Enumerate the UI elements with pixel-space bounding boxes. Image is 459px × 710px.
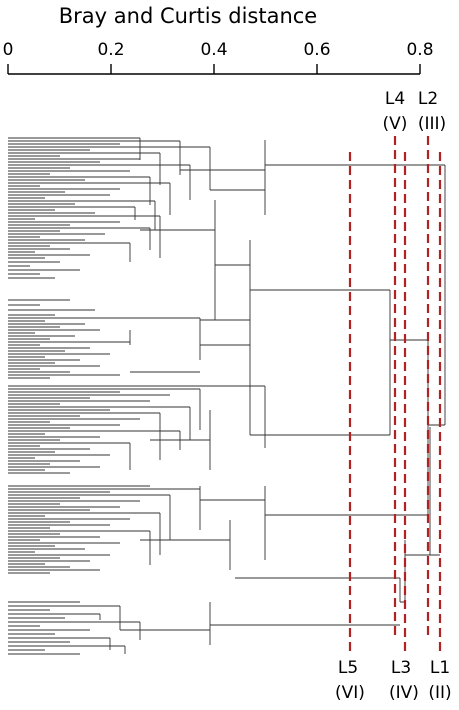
axis-ticks <box>7 64 421 74</box>
label-l2-name: L2 <box>418 89 438 109</box>
leaf-fan-2 <box>8 299 130 379</box>
label-l4-name: L4 <box>385 89 405 109</box>
leaf-fan-1 <box>8 137 210 279</box>
inner-merges-bottom <box>99 602 211 654</box>
tick-label-0.4: 0.4 <box>200 40 227 60</box>
label-l3-class: (IV) <box>389 683 419 703</box>
cut-labels-bottom: L5 (VI) L3 (IV) L1 (II) <box>335 658 452 703</box>
label-l1-class: (II) <box>428 683 451 703</box>
cut-labels-top: L4 (V) L2 (III) <box>383 89 447 134</box>
tick-label-0.2: 0.2 <box>97 40 124 60</box>
cut-lines <box>348 136 442 651</box>
leaf-fan-4 <box>8 485 200 574</box>
tick-label-0.8: 0.8 <box>406 40 433 60</box>
axis-title: Bray and Curtis distance <box>59 4 317 28</box>
leaf-fan-5 <box>8 601 140 655</box>
inner-merges-top <box>120 138 266 373</box>
leaf-fan-3 <box>8 385 200 474</box>
tick-label-0.6: 0.6 <box>303 40 330 60</box>
label-l1-name: L1 <box>430 658 450 678</box>
label-l2-class: (III) <box>418 114 446 134</box>
label-l3-name: L3 <box>391 658 411 678</box>
tick-label-0: 0 <box>3 40 14 60</box>
inner-merges-mid <box>129 385 266 570</box>
dendrogram-tree <box>8 137 446 655</box>
label-l4-class: (V) <box>383 114 408 134</box>
axis-tick-labels: 0 0.2 0.4 0.6 0.8 <box>3 40 434 60</box>
label-l5-name: L5 <box>338 658 358 678</box>
major-merges <box>200 164 446 626</box>
label-l5-class: (VI) <box>335 683 365 703</box>
